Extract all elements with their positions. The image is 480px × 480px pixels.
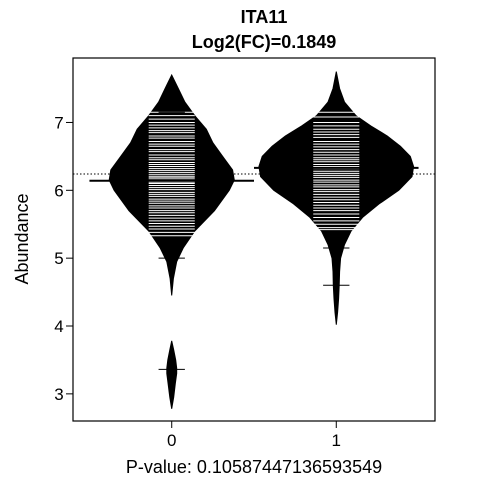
y-tick-label: 3 xyxy=(54,385,63,404)
bean-shape-0-0 xyxy=(166,340,178,409)
y-tick-label: 7 xyxy=(54,113,63,132)
y-tick-label: 5 xyxy=(54,249,63,268)
bean-shape-1-0 xyxy=(258,71,415,325)
x-tick-label: 1 xyxy=(332,431,341,450)
x-tick-label: 0 xyxy=(167,431,176,450)
bean-1 xyxy=(258,71,415,325)
chart-title: ITA11 xyxy=(241,7,288,27)
overlay-layer xyxy=(89,111,419,370)
y-tick-label: 6 xyxy=(54,181,63,200)
y-axis-label: Abundance xyxy=(12,193,32,284)
plot-area xyxy=(73,71,435,409)
x-axis-label: P-value: 0.10587447136593549 xyxy=(126,457,382,477)
plot-frame xyxy=(72,57,436,422)
axes: 3 4 5 6 7 0 1 xyxy=(54,113,341,450)
y-tick-label: 4 xyxy=(54,317,63,336)
bean-0 xyxy=(108,73,235,409)
chart-subtitle: Log2(FC)=0.1849 xyxy=(192,32,337,52)
